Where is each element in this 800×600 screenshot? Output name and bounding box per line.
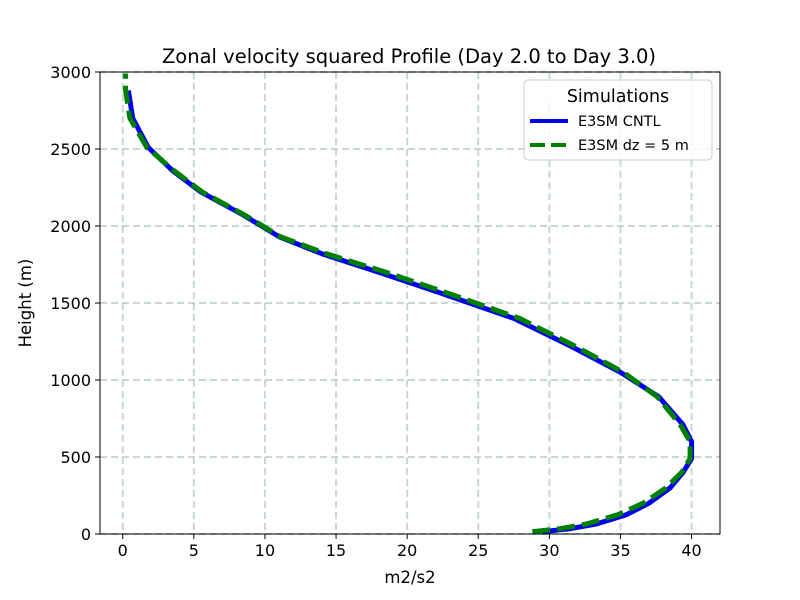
x-tick-label: 0 bbox=[118, 541, 128, 560]
y-tick-label: 3000 bbox=[50, 63, 91, 82]
x-tick-label: 40 bbox=[681, 541, 701, 560]
x-tick-label: 10 bbox=[255, 541, 275, 560]
y-tick-label: 2500 bbox=[50, 140, 91, 159]
y-axis-label: Height (m) bbox=[16, 259, 35, 348]
x-tick-label: 30 bbox=[539, 541, 559, 560]
y-tick-label: 0 bbox=[81, 525, 91, 544]
y-tick-label: 500 bbox=[60, 448, 91, 467]
legend-box bbox=[523, 79, 713, 161]
legend-label-e3sm-cntl: E3SM CNTL bbox=[578, 114, 661, 130]
series-line-e3sm-dz-5-m bbox=[123, 73, 693, 535]
legend: Simulations E3SM CNTL E3SM dz = 5 m bbox=[523, 79, 713, 161]
x-tick-label: 35 bbox=[610, 541, 630, 560]
x-axis-label: m2/s2 bbox=[384, 568, 435, 587]
legend-title: Simulations bbox=[567, 87, 669, 107]
y-tick-label: 1500 bbox=[50, 294, 91, 313]
y-tick-label: 2000 bbox=[50, 217, 91, 236]
x-tick-label: 15 bbox=[326, 541, 346, 560]
x-tick-label: 5 bbox=[189, 541, 199, 560]
x-tick-label: 20 bbox=[397, 541, 417, 560]
legend-label-e3sm-dz-5m: E3SM dz = 5 m bbox=[578, 138, 689, 154]
x-tick-label: 25 bbox=[468, 541, 488, 560]
y-tick-label: 1000 bbox=[50, 371, 91, 390]
chart-title: Zonal velocity squared Profile (Day 2.0 … bbox=[162, 45, 656, 68]
